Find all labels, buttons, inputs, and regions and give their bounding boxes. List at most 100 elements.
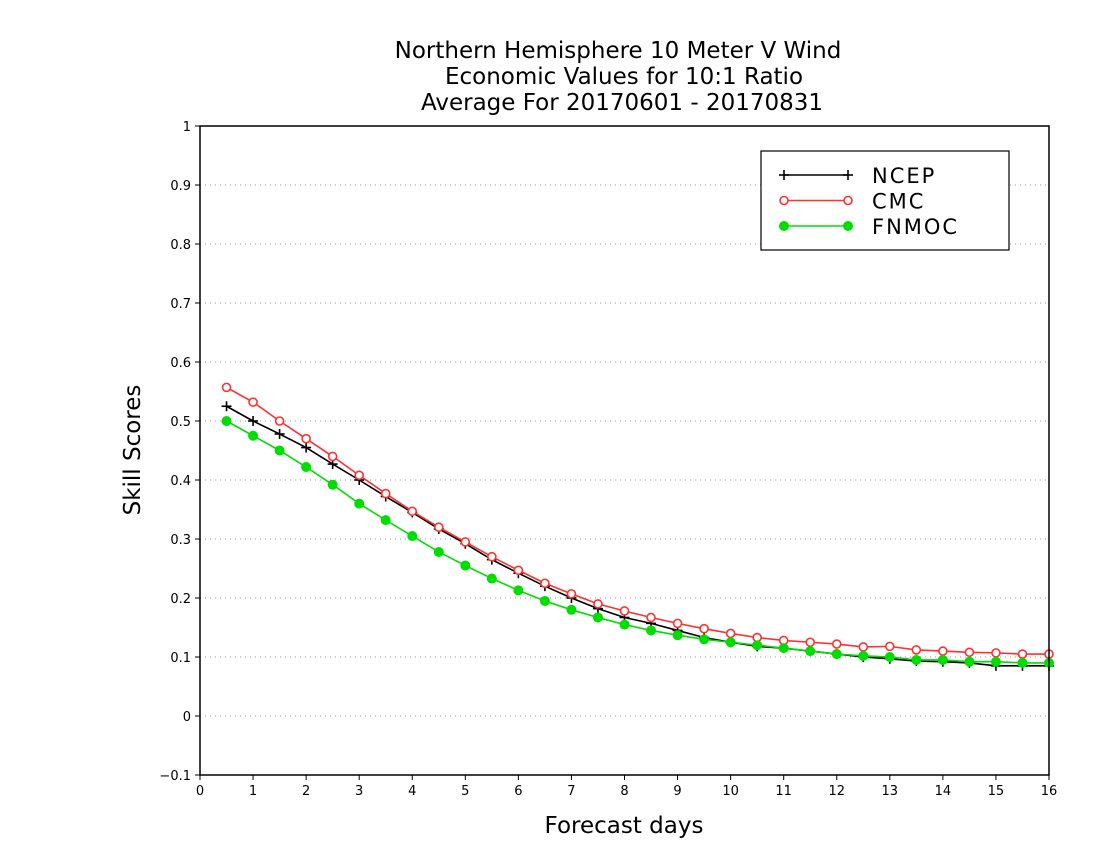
y-tick-label: 1 — [183, 120, 191, 135]
data-point-fnmoc — [778, 643, 789, 654]
x-tick-label: 0 — [196, 784, 204, 799]
data-point-cmc — [858, 642, 869, 652]
x-tick-label: 13 — [882, 784, 899, 799]
data-point-fnmoc — [752, 640, 763, 651]
series-line-fnmoc — [226, 420, 1049, 664]
data-point-cmc — [433, 522, 444, 533]
legend-label-fnmoc: FNMOC — [872, 215, 959, 239]
data-point-fnmoc — [911, 654, 922, 665]
data-point-cmc — [354, 470, 364, 481]
y-tick-label: 0.3 — [170, 533, 191, 548]
series-fnmoc — [221, 416, 1054, 668]
series-cmc — [221, 382, 1054, 659]
legend-marker-start — [779, 170, 789, 180]
legend-label-cmc: CMC — [872, 190, 925, 214]
y-tick-label: 0 — [183, 710, 191, 725]
data-point-cmc — [991, 648, 1001, 658]
y-tick-label: 0.5 — [170, 415, 191, 430]
data-point-cmc — [964, 647, 975, 658]
x-tick-label: 2 — [302, 784, 310, 799]
plot-series — [221, 382, 1054, 671]
data-point-fnmoc — [566, 604, 577, 615]
legend-item-cmc: CMC — [779, 190, 925, 214]
data-point-fnmoc — [937, 654, 948, 665]
y-tick-label: 0.7 — [170, 297, 191, 312]
chart-title: Northern Hemisphere 10 Meter V Wind Econ… — [395, 38, 842, 116]
y-axis: −0.1 0 0.1 0.2 0.3 0.4 0.5 0.6 0.7 0.8 0.9 1 — [159, 120, 200, 784]
y-tick-label: 0.8 — [170, 238, 191, 253]
series-line-cmc — [226, 386, 1049, 655]
data-point-cmc — [1017, 649, 1028, 659]
data-point-cmc — [646, 612, 656, 623]
data-point-ncep — [274, 428, 285, 439]
y-tick-label: 0.9 — [170, 179, 191, 194]
x-tick-label: 1 — [249, 784, 257, 799]
y-tick-label: 0.1 — [170, 651, 191, 666]
x-axis: 0 1 2 3 4 5 6 7 8 9 10 11 12 13 14 15 16 — [196, 775, 1057, 799]
data-point-cmc — [327, 451, 338, 462]
data-point-cmc — [301, 433, 311, 444]
x-tick-label: 3 — [355, 784, 363, 799]
data-point-fnmoc — [725, 637, 736, 648]
data-point-cmc — [221, 382, 232, 393]
data-point-cmc — [831, 639, 842, 649]
data-point-fnmoc — [407, 531, 418, 542]
data-point-fnmoc — [513, 585, 524, 596]
x-tick-label: 16 — [1041, 784, 1058, 799]
y-axis-title: Skill Scores — [120, 385, 146, 516]
data-point-cmc — [274, 416, 285, 426]
chart-title-line-1: Northern Hemisphere 10 Meter V Wind — [395, 38, 842, 64]
chart-title-line-3: Average For 20170601 - 20170831 — [421, 90, 823, 116]
x-tick-label: 15 — [988, 784, 1005, 799]
data-point-cmc — [619, 606, 630, 616]
data-point-fnmoc — [301, 462, 312, 473]
data-point-ncep — [301, 442, 312, 453]
data-point-cmc — [672, 618, 683, 629]
legend-marker-start — [779, 195, 789, 206]
data-point-fnmoc — [831, 649, 842, 660]
data-point-fnmoc — [884, 652, 895, 662]
data-point-fnmoc — [990, 656, 1001, 667]
data-point-fnmoc — [486, 573, 497, 584]
y-tick-label: 0.4 — [170, 474, 191, 489]
data-point-cmc — [380, 488, 391, 499]
data-point-cmc — [566, 589, 577, 599]
data-point-cmc — [885, 641, 895, 652]
data-point-cmc — [248, 397, 258, 407]
y-tick-label: 0.2 — [170, 592, 191, 607]
legend-item-fnmoc: FNMOC — [779, 215, 959, 239]
data-point-fnmoc — [619, 619, 630, 630]
x-tick-label: 6 — [514, 784, 522, 799]
y-tick-label: −0.1 — [159, 769, 191, 784]
data-point-cmc — [407, 506, 418, 517]
data-point-cmc — [911, 645, 922, 655]
x-axis-title: Forecast days — [545, 813, 704, 839]
data-point-fnmoc — [327, 479, 338, 490]
data-point-ncep — [248, 416, 259, 426]
data-point-cmc — [513, 565, 524, 576]
x-tick-label: 9 — [673, 784, 681, 799]
data-point-cmc — [460, 537, 471, 547]
data-point-fnmoc — [274, 445, 285, 456]
x-tick-label: 14 — [935, 784, 952, 799]
data-point-cmc — [487, 551, 497, 562]
data-point-fnmoc — [699, 634, 710, 645]
data-point-cmc — [699, 623, 709, 634]
data-point-fnmoc — [539, 595, 550, 606]
data-point-fnmoc — [460, 560, 471, 571]
chart-title-line-2: Economic Values for 10:1 Ratio — [445, 64, 803, 90]
legend-marker-end — [843, 195, 853, 206]
data-point-ncep — [221, 401, 232, 412]
data-point-fnmoc — [221, 416, 232, 426]
x-tick-label: 10 — [722, 784, 739, 799]
data-point-fnmoc — [964, 656, 975, 667]
x-tick-label: 5 — [461, 784, 469, 799]
data-point-cmc — [805, 637, 816, 648]
y-tick-label: 0.6 — [170, 356, 191, 371]
data-point-fnmoc — [433, 546, 444, 557]
data-point-fnmoc — [672, 630, 683, 641]
x-tick-label: 8 — [620, 784, 628, 799]
x-tick-label: 4 — [408, 784, 416, 799]
